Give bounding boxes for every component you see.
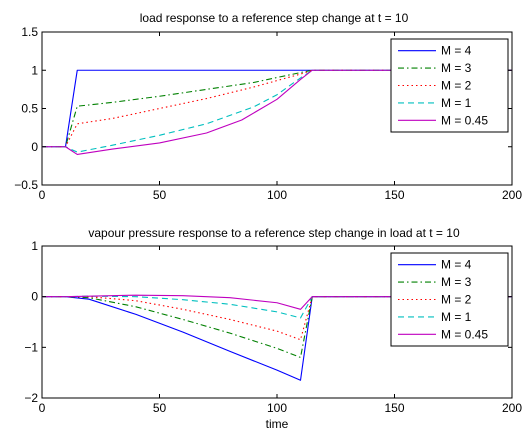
x-tick-label: 150: [384, 401, 404, 415]
vapour-pressure-plot: vapour pressure response to a reference …: [24, 226, 522, 431]
y-tick-label: 0: [31, 140, 38, 154]
x-tick-label: 0: [39, 401, 46, 415]
legend-box: [390, 252, 509, 347]
y-tick-label: 1: [31, 63, 38, 77]
load-response-plot: load response to a reference step change…: [14, 11, 522, 202]
y-tick-label: 1: [31, 239, 38, 253]
series-line-1: [42, 69, 512, 148]
legend: M = 4 M = 3 M = 2 M = 1 M = 0.45: [390, 38, 509, 133]
x-tick-label: 50: [153, 188, 167, 202]
series-line-3: [42, 69, 512, 153]
y-tick-label: −1: [24, 340, 38, 354]
legend-label: M = 0.45: [441, 113, 488, 127]
x-tick-label: 200: [502, 401, 522, 415]
legend-label: M = 4: [441, 44, 472, 58]
x-tick-label: 0: [39, 188, 46, 202]
legend-label: M = 1: [441, 96, 472, 110]
x-tick-label: 100: [267, 401, 287, 415]
y-tick-label: 0: [31, 290, 38, 304]
legend-label: M = 1: [441, 310, 472, 324]
series-line-4: [42, 294, 512, 310]
series-line-4: [42, 69, 512, 155]
x-axis-label: time: [266, 417, 289, 431]
plot-title: vapour pressure response to a reference …: [88, 226, 460, 240]
y-tick-label: 1.5: [21, 25, 38, 39]
series-line-1: [42, 296, 512, 359]
x-tick-label: 150: [384, 188, 404, 202]
y-tick-label: −0.5: [14, 178, 38, 192]
legend-label: M = 4: [441, 258, 472, 272]
legend-box: [390, 38, 509, 133]
legend-label: M = 3: [441, 275, 472, 289]
legend: M = 4 M = 3 M = 2 M = 1 M = 0.45: [390, 252, 509, 347]
legend-label: M = 3: [441, 61, 472, 75]
x-tick-label: 100: [267, 188, 287, 202]
series-line-2: [42, 69, 512, 148]
y-tick-label: 0.5: [21, 102, 38, 116]
series-line-0: [42, 296, 512, 381]
legend-label: M = 2: [441, 79, 472, 93]
legend-label: M = 0.45: [441, 327, 488, 341]
plot-title: load response to a reference step change…: [140, 11, 409, 25]
x-tick-label: 200: [502, 188, 522, 202]
x-tick-label: 50: [153, 401, 167, 415]
y-tick-label: −2: [24, 391, 38, 405]
legend-label: M = 2: [441, 293, 472, 307]
